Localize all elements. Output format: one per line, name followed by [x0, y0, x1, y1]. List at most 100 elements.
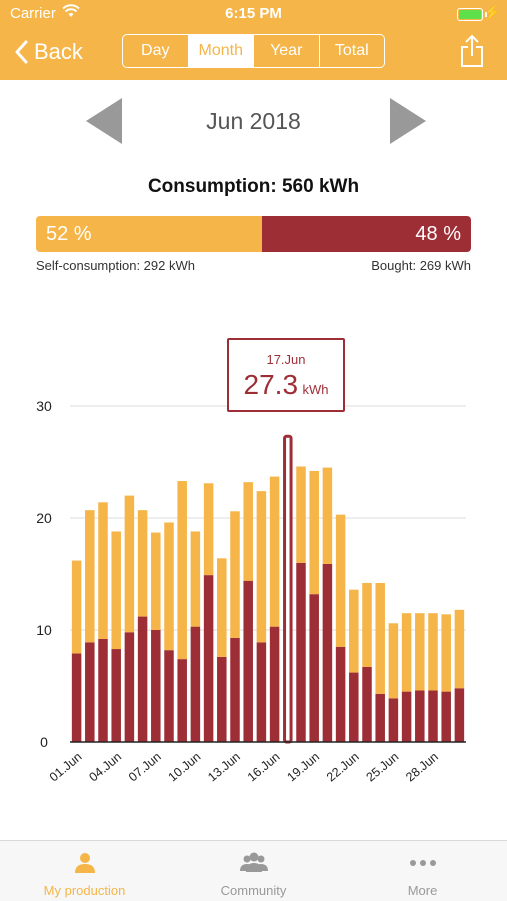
y-tick-label: 20	[36, 510, 52, 526]
status-bar: Carrier 6:15 PM ⚡	[0, 0, 507, 28]
share-button[interactable]	[459, 34, 485, 73]
daily-consumption-chart[interactable]: 0 10 20 30 01.Jun 04.Jun 07.Jun 10.Jun 13.Jun 16.…	[0, 300, 507, 840]
bar-bought	[256, 642, 267, 742]
segment-year[interactable]: Year	[253, 35, 319, 67]
bar-bought	[164, 650, 174, 742]
consumption-title: Consumption: 560 kWh	[147, 176, 360, 197]
wifi-icon	[62, 4, 80, 22]
bar-self-consumption	[441, 614, 451, 692]
tab-label-my-production: My production	[43, 883, 126, 898]
bar-bought	[401, 691, 412, 742]
bar-bought	[124, 632, 135, 742]
bar-bought	[296, 562, 306, 742]
battery-icon	[457, 8, 483, 21]
x-tick-label: 25.Jun	[364, 750, 402, 785]
back-button[interactable]: Back	[14, 36, 83, 68]
bar-self-consumption	[203, 483, 214, 576]
bar-self-consumption	[243, 482, 253, 581]
bar-self-consumption	[401, 613, 412, 692]
x-tick-label: 16.Jun	[245, 750, 283, 785]
bar-self-consumption	[375, 582, 385, 694]
bar-bought	[177, 659, 187, 742]
self-consumption-segment: 52 %	[36, 216, 263, 252]
bar-self-consumption	[428, 613, 438, 691]
bar-self-consumption	[454, 609, 465, 689]
tab-more[interactable]: More	[338, 841, 507, 901]
bar-self-consumption	[190, 531, 201, 627]
x-tick-label: 10.Jun	[166, 750, 204, 785]
nav-row: Back Day Month Year Total	[0, 30, 507, 76]
more-dots-icon	[338, 851, 507, 875]
x-tick-label: 13.Jun	[205, 750, 243, 785]
y-tick-label: 0	[40, 734, 48, 750]
bar-bought	[230, 637, 240, 742]
bought-segment: 48 %	[262, 216, 471, 252]
tooltip-unit: kWh	[302, 382, 329, 397]
previous-month-button[interactable]	[84, 96, 124, 151]
bar-bought	[203, 575, 214, 742]
bar-self-consumption	[415, 613, 425, 691]
bar-bought	[362, 666, 372, 742]
person-icon	[0, 851, 169, 875]
bar-self-consumption	[362, 582, 372, 667]
tab-community[interactable]: Community	[169, 841, 338, 901]
tooltip-value: 27.3	[243, 369, 299, 400]
charging-icon: ⚡	[483, 4, 501, 20]
tab-label-more: More	[407, 883, 438, 898]
status-time: 6:15 PM	[225, 5, 282, 22]
triangle-left-icon	[86, 98, 122, 144]
bar-self-consumption	[151, 532, 161, 630]
bar-bought	[269, 626, 280, 742]
bar-bought	[217, 656, 227, 742]
period-segmented-control: Day Month Year Total	[122, 34, 385, 68]
tab-bar: My production Community More	[0, 840, 507, 901]
bar-self-consumption	[164, 522, 174, 651]
triangle-right-icon	[390, 98, 426, 144]
bar-self-consumption	[85, 510, 95, 643]
segment-day[interactable]: Day	[141, 42, 170, 59]
bar-bought	[335, 646, 346, 742]
bar-self-consumption	[388, 623, 399, 699]
bar-bought	[190, 626, 201, 742]
share-icon	[461, 34, 483, 67]
back-label: Back	[34, 39, 83, 64]
x-tick-label: 19.Jun	[284, 750, 322, 785]
x-tick-label: 01.Jun	[47, 750, 85, 785]
bar-bought	[415, 690, 425, 742]
bar-bought	[322, 563, 333, 742]
bar-self-consumption	[256, 491, 267, 643]
bar-bought	[111, 649, 121, 742]
tab-my-production[interactable]: My production	[0, 841, 169, 901]
bar-self-consumption	[217, 558, 227, 657]
tooltip-value-row: 27.3 kWh	[229, 369, 343, 401]
bar-bought	[454, 688, 465, 742]
chevron-left-icon	[15, 40, 28, 64]
self-consumption-label: Self-consumption: 292 kWh	[36, 258, 195, 273]
bar-self-consumption	[137, 510, 148, 617]
battery-tip	[485, 12, 487, 17]
selected-day-tooltip: 17.Jun 27.3 kWh	[227, 338, 345, 412]
bar-self-consumption	[230, 511, 240, 638]
bar-self-consumption	[335, 514, 346, 647]
tooltip-date: 17.Jun	[266, 352, 306, 367]
bar-self-consumption	[71, 560, 82, 654]
bar-bought	[388, 698, 399, 742]
segment-total[interactable]: Total	[318, 35, 385, 67]
x-tick-label: 28.Jun	[403, 750, 441, 785]
bar-self-consumption	[98, 502, 108, 639]
bar-bought	[375, 693, 385, 742]
segment-month[interactable]: Month	[187, 35, 253, 67]
next-month-button[interactable]	[388, 96, 428, 151]
x-tick-label: 22.Jun	[324, 750, 362, 785]
bar-self-consumption	[124, 495, 135, 633]
bar-bought	[137, 616, 148, 742]
bar-bought	[349, 672, 359, 742]
x-tick-label: 04.Jun	[86, 750, 124, 785]
header: Carrier 6:15 PM ⚡ Back Day Month Year To…	[0, 0, 507, 80]
carrier-label: Carrier	[10, 5, 56, 22]
bought-label: Bought: 269 kWh	[371, 258, 471, 273]
x-tick-label: 07.Jun	[126, 750, 164, 785]
bar-self-consumption	[309, 470, 319, 595]
group-icon	[169, 851, 338, 875]
bar-bought	[243, 580, 253, 742]
